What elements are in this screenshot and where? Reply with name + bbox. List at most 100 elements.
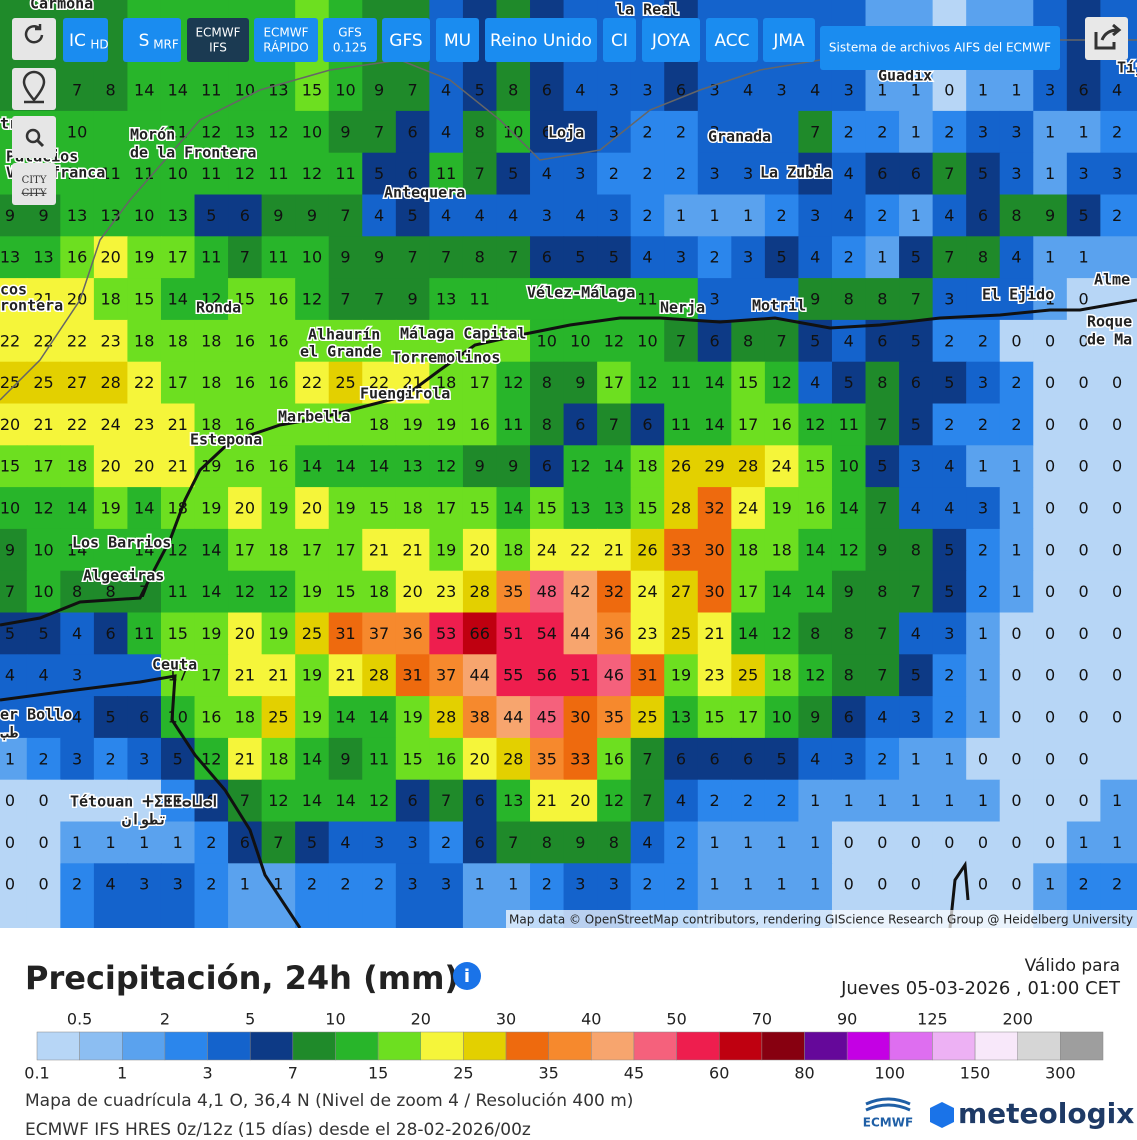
model-button[interactable] (603, 18, 636, 62)
grid-cell (127, 194, 162, 237)
cell-value: 14 (302, 749, 322, 768)
model-button[interactable] (763, 18, 815, 62)
grid-cell (295, 110, 330, 154)
grid-cell (966, 528, 1001, 572)
cell-value: 1 (1079, 833, 1089, 852)
grid-cell (563, 403, 598, 446)
cell-value: 23 (436, 582, 456, 601)
model-button[interactable] (485, 18, 597, 62)
grid-cell (429, 570, 464, 614)
grid-cell (93, 319, 129, 363)
cell-value: 3 (1011, 122, 1021, 141)
model-button[interactable] (323, 18, 377, 62)
map: 7 8 14 14 11 10 13 15 10 9 7 4 5 8 6 4 3 3 6 3 4 3 4 3 1 1 0 1 1 3 6 41… (0, 0, 1137, 929)
legend-label: 50 (666, 1010, 686, 1029)
cell-value: 15 (235, 290, 255, 309)
cell-value: 24 (771, 457, 791, 476)
city-button[interactable] (12, 163, 56, 205)
model-button[interactable] (642, 18, 700, 62)
cell-value: 22 (134, 373, 154, 392)
model-button[interactable] (382, 18, 430, 62)
cell-value: 4 (5, 666, 15, 685)
model-button[interactable] (187, 18, 249, 62)
grid-cell (261, 236, 296, 279)
share-button[interactable] (1085, 17, 1128, 60)
cell-value: 6 (810, 164, 820, 183)
grid-cell (563, 236, 598, 279)
cell-value: 27 (671, 582, 691, 601)
cell-value: 9 (38, 206, 48, 225)
grid-cell (328, 110, 363, 154)
info-icon[interactable] (453, 962, 481, 990)
grid-cell (966, 612, 1001, 655)
grid-cell (228, 528, 263, 572)
grid-cell (1033, 737, 1068, 781)
cell-value: 21 (235, 666, 255, 685)
grid-cell (496, 654, 531, 697)
grid-cell (597, 152, 632, 196)
grid-cell (530, 278, 565, 321)
cell-value: 15 (369, 499, 389, 518)
cell-value: 7 (72, 81, 82, 100)
cell-value: 25 (738, 666, 758, 685)
valid-label: Válido para (1025, 956, 1120, 976)
grid-cell (395, 863, 430, 929)
model-button[interactable] (63, 18, 108, 62)
grid-cell (261, 278, 296, 321)
grid-cell (1033, 361, 1068, 405)
grid-cell (429, 361, 464, 405)
cell-value: 3 (709, 81, 719, 100)
grid-cell (1066, 612, 1101, 655)
grid-cell (127, 821, 162, 864)
cell-value: 31 (335, 624, 355, 643)
grid-cell (496, 570, 531, 614)
grid-cell (664, 445, 699, 488)
cell-value: 8 (72, 582, 82, 601)
grid-cell (228, 110, 263, 154)
cell-value: 11 (134, 624, 154, 643)
archive-button[interactable] (820, 26, 1060, 70)
grid-cell (60, 737, 95, 781)
zoom-button[interactable] (12, 116, 56, 158)
grid-cell (261, 110, 296, 154)
model-button[interactable] (706, 18, 758, 62)
cell-value: 21 (33, 415, 53, 434)
cell-value: 11 (168, 122, 188, 141)
place-label: طب (0, 724, 18, 742)
grid-cell (899, 821, 934, 864)
legend-swatch (207, 1031, 251, 1061)
cell-value: 10 (0, 499, 20, 518)
grid-cell (395, 236, 430, 279)
grid-cell (530, 110, 565, 154)
refresh-button[interactable] (12, 18, 56, 60)
grid-cell (160, 361, 196, 405)
location-button[interactable] (12, 68, 56, 110)
cell-value: 4 (676, 791, 686, 810)
grid-cell (395, 319, 430, 363)
model-button[interactable] (123, 18, 181, 62)
grid-cell (530, 737, 565, 781)
legend-label: 125 (917, 1010, 948, 1029)
cell-value: 6 (542, 457, 552, 476)
cell-value: 9 (273, 206, 283, 225)
grid-cell (295, 779, 330, 823)
grid-cell (228, 654, 263, 697)
meteologix-logo: meteologix (958, 1097, 1134, 1130)
grid-cell (764, 236, 800, 279)
cell-value: 8 (911, 540, 921, 559)
legend-swatch (548, 1031, 592, 1061)
model-button[interactable] (436, 18, 479, 62)
grid-cell (194, 194, 229, 237)
grid-cell (462, 654, 498, 697)
cell-value: 3 (709, 164, 719, 183)
cell-value: 1 (5, 749, 15, 768)
grid-cell (362, 236, 397, 279)
grid-cell (932, 278, 967, 321)
grid-cell (26, 278, 61, 321)
cell-value: 1 (709, 833, 719, 852)
cell-value: 13 (671, 708, 691, 727)
grid-cell (1033, 696, 1068, 739)
model-button[interactable] (254, 18, 318, 62)
grid-cell (395, 528, 430, 572)
cell-value: 7 (877, 415, 887, 434)
